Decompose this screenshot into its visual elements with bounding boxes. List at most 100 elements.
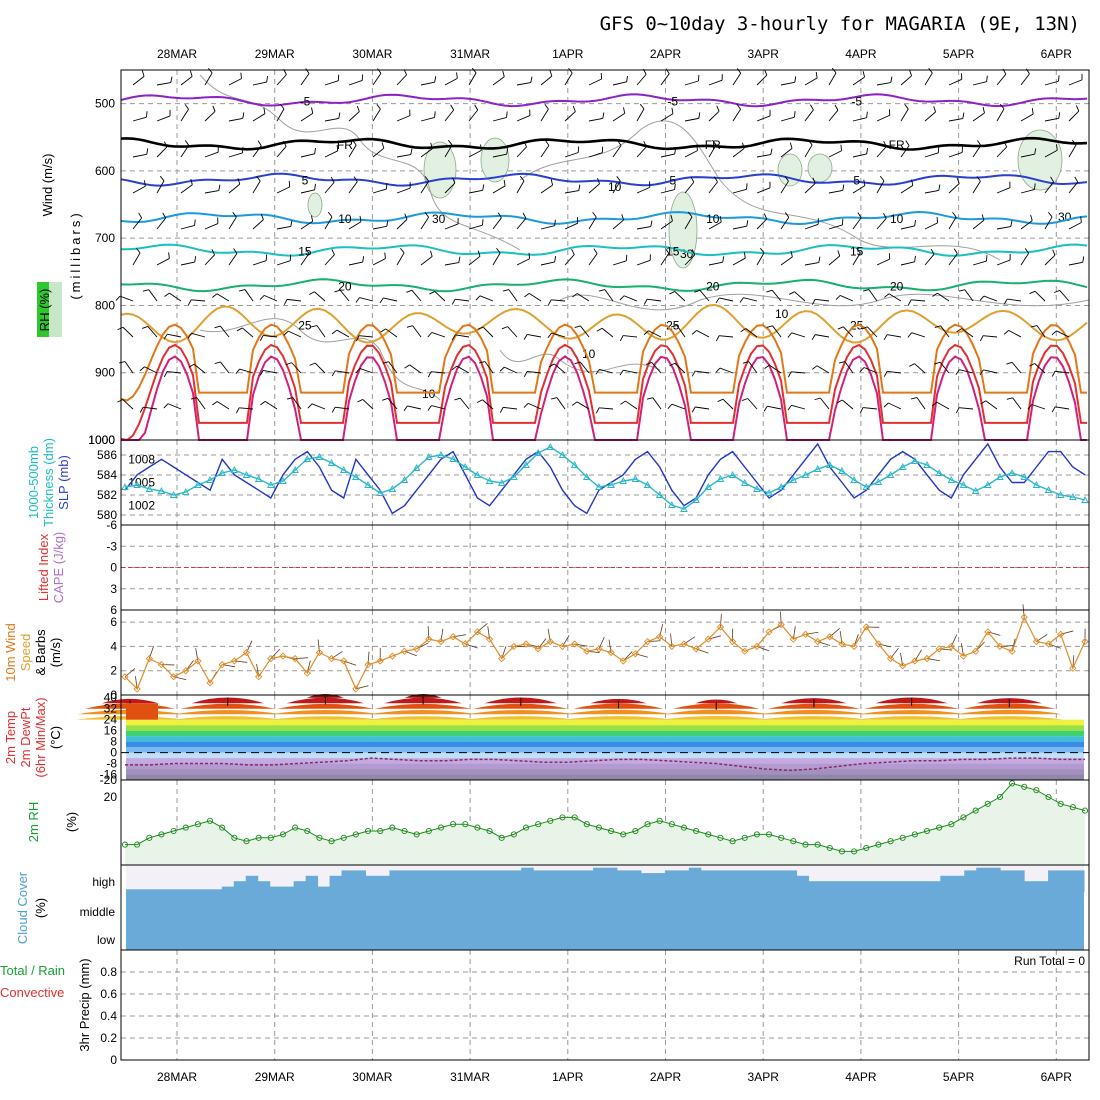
wind-barb [479,295,494,302]
rh-point [656,817,663,824]
cloud-high-bar [269,886,283,892]
wind-barb-flag [190,397,197,400]
wind-barb-flag [385,183,388,190]
wind-barb-flag [327,211,333,218]
wind-barb [996,108,1005,122]
cloud-high-bar [401,870,414,892]
thickness-point [753,484,761,492]
wind-barb-flag [1003,141,1008,148]
lifted-index-tick-label: -6 [106,518,117,532]
wind-barb [540,145,550,158]
wind-barb [508,289,518,302]
wind-barb [696,330,710,338]
wind-barb-flag [639,103,645,110]
wind-barb [507,326,518,338]
rh-point [705,831,712,838]
wind-barb [708,181,718,194]
wind-barb [156,258,170,266]
temp-hump-band [277,703,374,709]
wind-speed-point [595,645,603,653]
wind-barb [804,223,819,230]
wind-barb [780,217,790,230]
wind-barb-flag [598,289,605,292]
cloud-high-bar [1072,870,1085,892]
wind-barb [228,78,242,86]
wind-barb-flag [187,333,192,339]
wind-barb [843,326,854,338]
wind-barb [434,291,446,302]
rh-point [182,824,189,831]
cloud-high-bar [137,889,151,892]
cloud-high-bar [952,875,965,892]
wind-barb-flag [831,67,837,74]
cloud-high-bar [964,870,977,892]
cloud-high-bar [652,873,666,892]
wind-barb-flag [519,175,525,182]
wind-barb-flag [764,364,770,369]
wind-barb-flag [260,401,266,406]
wind-barb-flag [890,76,893,83]
precip-tick-label: 0.2 [100,1031,117,1045]
date-label-bottom: 3APR [748,1070,780,1084]
wind-barb [576,293,590,302]
wind-speed-point [692,645,700,653]
wind-barb [516,82,531,86]
wind-barb-flag [694,289,701,293]
thickness-point [497,478,506,486]
wind-barb [983,295,998,302]
rh-point [352,831,359,838]
wind-barb [156,115,171,122]
wind-barb-flag [842,184,845,191]
thickness-point [680,504,688,512]
wind-barb [791,332,806,338]
rh-point [207,817,214,824]
wind-barb-flag [597,177,600,184]
thickness-point [643,480,652,488]
wind-barb [756,252,765,266]
panel-label: Lifted Index [36,533,51,601]
date-label-bottom: 5APR [943,1070,975,1084]
wind-barb-flag [719,216,722,223]
wind-barb [804,77,818,86]
thickness-point [510,472,518,480]
wind-barb-flag [331,406,336,413]
panel-label: (%) [64,812,79,832]
wind-barb [540,225,555,230]
thickness-point [570,460,579,468]
wind-barb-flag [883,371,888,377]
wind-barb-flag [834,104,839,111]
wind-barb [940,325,950,338]
wind-barb [900,185,914,194]
isotherm-label: FR [337,138,353,152]
wind-barb-flag [930,248,935,255]
wind-barb-flag [742,142,745,149]
wind-barb-flag [283,330,289,336]
wind-barb [1007,298,1022,302]
wind-speed-point [631,650,640,658]
wind-barb-flag [530,76,533,83]
wind-barb-flag [141,70,145,77]
wind-barb-flag [146,111,148,118]
cloud-low-middle [126,892,1084,950]
wind-speed-point [801,630,810,638]
wind-barb [625,400,638,410]
cloud-high-bar [880,881,893,892]
wind-barb-flag [236,327,243,332]
wind-speed-point [376,657,384,665]
wind-speed-point [169,673,178,681]
wind-barb-flag [746,183,748,190]
rh-contour [559,293,1090,311]
panel-label: Total / Rain [0,963,65,978]
wind-speed-point [413,645,421,653]
wind-barb [122,326,134,338]
wind-barb [527,333,542,338]
thickness-point [825,460,834,468]
temp-hump-band [759,716,869,720]
wind-barb-flag [212,401,218,406]
wind-barb [780,611,782,625]
wind-barb-flag [189,70,193,77]
thickness-point [485,476,494,484]
wind-barb-flag [379,297,384,304]
wind-barb [396,252,405,266]
cloud-high-bar [521,867,534,892]
